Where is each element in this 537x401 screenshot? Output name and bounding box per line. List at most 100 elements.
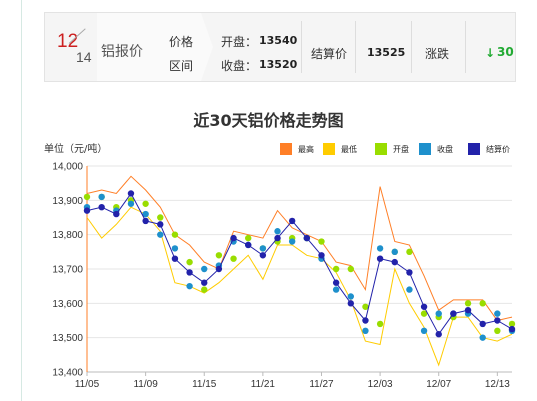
series-4-point <box>230 234 237 242</box>
x-tick-label: 11/27 <box>309 379 334 390</box>
series-2-point <box>464 300 472 307</box>
legend-label: 最低 <box>341 145 357 154</box>
series-1-line <box>86 206 513 367</box>
header-divider <box>411 21 412 73</box>
header-divider <box>355 21 356 73</box>
header-divider <box>465 21 466 73</box>
series-3-point <box>332 286 340 293</box>
title-tab-arrow <box>201 13 213 81</box>
series-4-point <box>494 317 501 324</box>
series-3-point <box>127 200 135 207</box>
close-value: 13520 <box>259 58 298 71</box>
x-tick-label: 11/05 <box>75 379 100 390</box>
x-tick-label: 11/09 <box>133 379 158 390</box>
series-4-point <box>391 258 398 266</box>
series-3-point <box>406 286 413 293</box>
series-4-point <box>479 320 486 328</box>
series-2-point <box>83 193 91 201</box>
open-value: 13540 <box>259 34 298 47</box>
y-tick-label: 13,600 <box>52 299 83 310</box>
x-tick-label: 12/13 <box>485 379 510 390</box>
series-3-point <box>142 210 149 218</box>
change-label: 涨跌 <box>425 47 450 61</box>
series-4-point <box>464 307 472 314</box>
series-4-point <box>83 207 91 214</box>
close-label: 收盘： <box>221 59 258 73</box>
down-arrow-icon: ↓ <box>485 46 496 60</box>
series-4-point <box>245 241 252 249</box>
series-2-point <box>171 231 179 238</box>
series-2-point <box>201 286 208 293</box>
x-tick-label: 12/07 <box>426 379 451 390</box>
legend-swatch <box>419 143 431 155</box>
series-4-point <box>157 221 164 228</box>
x-tick-label: 11/15 <box>192 379 217 390</box>
series-2-point <box>420 310 428 317</box>
series-2-point <box>245 234 252 242</box>
settle-value: 13525 <box>367 46 406 59</box>
chart-title: 近30天铝价格走势图 <box>193 111 344 130</box>
series-2-point <box>479 300 486 307</box>
change-value: 30 <box>497 45 514 59</box>
legend-label: 结算价 <box>486 145 510 154</box>
series-2-point <box>230 255 237 262</box>
series-2-point <box>142 200 149 207</box>
series-3-point <box>274 228 281 235</box>
settle-label: 结算价 <box>311 47 348 61</box>
series-4-point <box>142 217 149 225</box>
series-3-point <box>201 265 208 273</box>
series-4-point <box>113 210 120 218</box>
series-3-point <box>157 231 164 238</box>
legend-swatch <box>280 143 292 155</box>
series-2-point <box>186 258 193 266</box>
series-2-point <box>347 265 354 273</box>
series-2-point <box>406 248 413 256</box>
series-4-point <box>186 269 193 276</box>
date-badge: 12 14 <box>57 28 97 67</box>
range-label: 区间 <box>169 59 194 73</box>
series-3-point <box>288 238 296 245</box>
legend-swatch <box>468 143 480 155</box>
legend-swatch <box>323 143 335 155</box>
series-4-point <box>376 255 384 262</box>
date-day: 14 <box>76 49 92 65</box>
series-2-point <box>215 252 223 259</box>
date-month: 12 <box>57 31 79 52</box>
series-3-point <box>347 293 354 300</box>
series-3-point <box>494 310 501 317</box>
y-tick-label: 14,000 <box>52 162 83 173</box>
series-3-point <box>391 248 398 256</box>
y-tick-label: 13,500 <box>52 333 83 344</box>
series-4-point <box>171 255 179 262</box>
series-4-point <box>201 279 208 286</box>
y-tick-label: 13,800 <box>52 230 83 241</box>
legend-swatch <box>375 143 387 155</box>
series-2-point <box>494 327 501 334</box>
series-4-point <box>303 234 311 242</box>
series-4-point <box>288 217 296 225</box>
y-tick-label: 13,700 <box>52 265 83 276</box>
price-label: 价格 <box>169 35 194 49</box>
series-3-point <box>420 327 428 334</box>
series-4-point <box>98 204 105 211</box>
series-3-point <box>98 193 105 201</box>
series-4-point <box>508 325 516 333</box>
quote-title-tab: 铝报价 <box>97 13 201 81</box>
series-2-point <box>157 214 164 221</box>
quote-header: 12 14 铝报价 价格 区间 开盘： 13540 收盘： 13520 结算价 … <box>44 12 516 82</box>
header-divider <box>301 21 302 73</box>
series-3-point <box>435 310 442 317</box>
series-3-point <box>362 327 369 334</box>
series-0-line <box>86 175 513 322</box>
series-4-point <box>450 310 457 317</box>
series-4-point <box>435 331 442 338</box>
series-3-point <box>171 245 179 252</box>
series-4-line <box>86 192 513 336</box>
series-4-point <box>259 252 267 259</box>
x-tick-label: 11/21 <box>251 379 276 390</box>
legend-label: 最高 <box>298 145 314 154</box>
series-3-point <box>479 334 486 341</box>
series-4-point <box>215 265 223 273</box>
series-4-point <box>274 234 281 242</box>
